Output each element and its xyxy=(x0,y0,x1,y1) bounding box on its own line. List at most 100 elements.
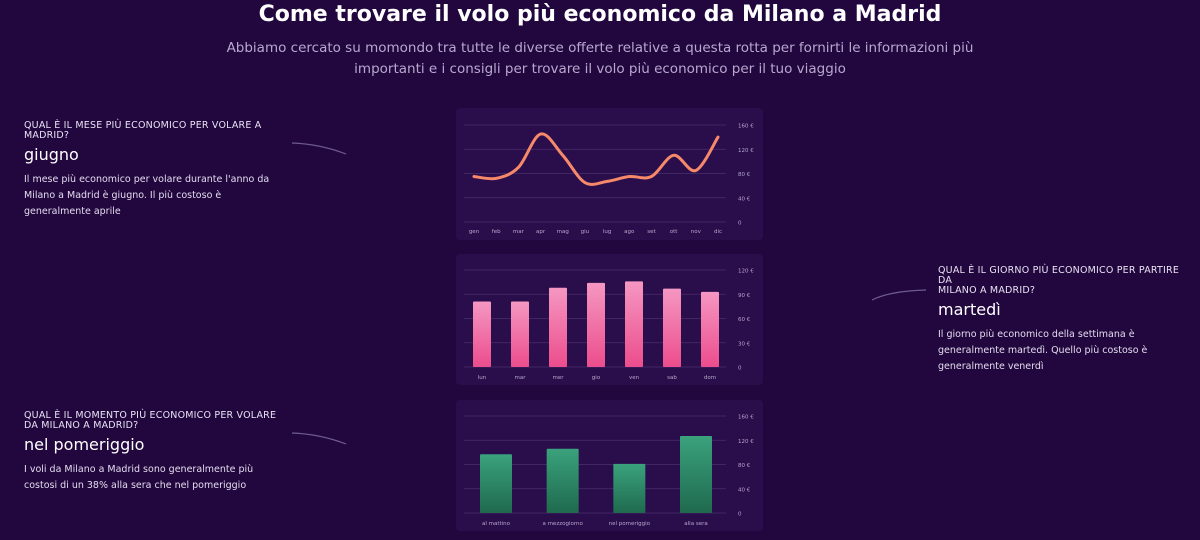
x-tick-label: gio xyxy=(592,375,601,381)
x-tick-label: mag xyxy=(557,229,569,235)
page-title: Come trovare il volo più economico da Mi… xyxy=(258,2,942,27)
data-point xyxy=(628,175,631,178)
x-tick-label: nov xyxy=(691,229,702,235)
x-tick-label: dic xyxy=(714,229,722,235)
bar xyxy=(663,288,681,367)
time-of-day-chart-svg: 0 40 € 80 € 120 € 160 € al mattino a mezzogior… xyxy=(464,415,754,527)
monthly-price-chart-svg: 0 40 € 80 € 120 € 160 € gen feb mar apr mag giu lug… xyxy=(464,124,754,235)
description-line: generalmente venerdì xyxy=(938,361,1044,372)
x-tick-label: sab xyxy=(667,375,677,381)
y-tick-label: 0 xyxy=(738,221,742,227)
y-tick-label: 0 xyxy=(738,366,742,372)
x-tick-label: mar xyxy=(515,375,527,381)
data-point xyxy=(650,175,653,178)
cheapest-day-description: Il giorno più economico della settimana … xyxy=(938,327,1193,375)
bar xyxy=(549,287,567,367)
bar xyxy=(625,281,643,367)
x-tick-label: mar xyxy=(513,229,525,235)
subtitle-line: Abbiamo cercato su momondo tra tutte le … xyxy=(226,40,974,56)
cheapest-day-answer: martedì xyxy=(938,300,1001,319)
y-tick-label: 120 € xyxy=(738,269,754,275)
data-point xyxy=(472,175,476,178)
data-point xyxy=(494,177,498,180)
question-line: MADRID? xyxy=(24,130,70,141)
x-tick-label: giu xyxy=(581,229,590,235)
bar xyxy=(613,463,646,513)
y-tick-label: 90 € xyxy=(738,293,751,299)
x-tick-label: apr xyxy=(536,229,546,235)
y-tick-label: 120 € xyxy=(738,439,754,445)
y-tick-label: 60 € xyxy=(738,317,751,323)
y-tick-label: 0 xyxy=(738,512,742,518)
description-line: generalmente martedì. Quello più costoso… xyxy=(938,345,1148,356)
bar xyxy=(546,448,579,513)
y-tick-label: 30 € xyxy=(738,341,751,347)
connector-curve xyxy=(871,289,927,301)
bar xyxy=(511,301,529,367)
x-tick-label: gen xyxy=(469,229,480,235)
x-tick-label: lug xyxy=(603,229,612,235)
bar xyxy=(480,454,512,513)
question-line: DA MILANO A MADRID? xyxy=(24,420,139,431)
y-tick-label: 40 € xyxy=(738,487,751,493)
question-line: QUAL È IL MOMENTO PIÙ ECONOMICO PER VOLA… xyxy=(24,410,277,421)
x-tick-label: feb xyxy=(492,229,501,235)
description-line: Il giorno più economico della settimana … xyxy=(938,329,1135,340)
bar xyxy=(473,301,491,367)
x-tick-label: ven xyxy=(629,375,640,381)
data-point xyxy=(716,135,720,139)
page-subtitle: Abbiamo cercato su momondo tra tutte le … xyxy=(200,38,1000,80)
bar xyxy=(587,282,605,367)
data-point xyxy=(561,154,564,157)
y-tick-label: 40 € xyxy=(738,196,751,202)
daily-price-bar-chart: 0 30 € 60 € 90 € 120 € lun mar mer gio ven sab dom xyxy=(456,254,763,385)
subtitle-line: importanti e i consigli per trovare il v… xyxy=(354,61,846,77)
x-tick-label: dom xyxy=(704,375,716,381)
data-point xyxy=(672,154,675,157)
bar xyxy=(701,291,719,367)
connector-curve xyxy=(291,142,347,155)
x-tick-label: al mattino xyxy=(482,521,511,527)
question-line: QUAL È IL MESE PIÙ ECONOMICO PER VOLARE … xyxy=(24,120,262,131)
cheapest-month-answer: giugno xyxy=(24,145,79,164)
data-point xyxy=(694,169,698,172)
x-tick-label: ott xyxy=(670,229,679,235)
cheapest-month-question: QUAL È IL MESE PIÙ ECONOMICO PER VOLARE … xyxy=(24,121,284,141)
cheapest-month-description: Il mese più economico per volare durante… xyxy=(24,172,284,220)
x-tick-label: set xyxy=(647,229,656,235)
x-tick-label: a mezzogiorno xyxy=(542,521,583,527)
description-line: Il mese più economico per volare durante… xyxy=(24,174,270,185)
cheapest-time-description: I voli da Milano a Madrid sono generalme… xyxy=(24,462,284,494)
x-tick-label: mer xyxy=(552,375,564,381)
description-line: Milano a Madrid è giugno. Il più costoso… xyxy=(24,190,222,201)
daily-price-chart-svg: 0 30 € 60 € 90 € 120 € lun mar mer gio ven sab dom xyxy=(464,269,754,381)
data-point xyxy=(517,166,520,169)
cheapest-day-question: QUAL È IL GIORNO PIÙ ECONOMICO PER PARTI… xyxy=(938,266,1193,296)
cheapest-time-question: QUAL È IL MOMENTO PIÙ ECONOMICO PER VOLA… xyxy=(24,411,284,431)
cheapest-day-insight: QUAL È IL GIORNO PIÙ ECONOMICO PER PARTI… xyxy=(938,266,1193,375)
x-tick-label: alla sera xyxy=(684,521,707,527)
y-tick-label: 120 € xyxy=(738,148,754,154)
price-line-series xyxy=(472,132,720,186)
description-line: generalmente aprile xyxy=(24,206,121,217)
data-point xyxy=(605,180,609,183)
y-tick-label: 80 € xyxy=(738,172,751,178)
data-point xyxy=(539,132,542,136)
y-tick-label: 160 € xyxy=(738,124,754,130)
x-tick-label: lun xyxy=(478,375,487,381)
question-line: QUAL È IL GIORNO PIÙ ECONOMICO PER PARTI… xyxy=(938,265,1180,286)
connector-curve xyxy=(291,432,347,445)
description-line: costosi di un 38% alla sera che nel pome… xyxy=(24,480,247,491)
x-tick-label: ago xyxy=(624,229,635,235)
time-of-day-bar-chart: 0 40 € 80 € 120 € 160 € al mattino a mezzogior… xyxy=(456,400,763,531)
description-line: I voli da Milano a Madrid sono generalme… xyxy=(24,464,254,475)
cheapest-time-answer: nel pomeriggio xyxy=(24,435,145,454)
x-tick-label: nel pomeriggio xyxy=(609,521,651,527)
bar xyxy=(680,436,712,513)
question-line: MILANO A MADRID? xyxy=(938,285,1036,296)
cheapest-month-insight: QUAL È IL MESE PIÙ ECONOMICO PER VOLARE … xyxy=(24,121,284,220)
y-tick-label: 160 € xyxy=(738,415,754,421)
data-point xyxy=(583,181,587,184)
y-tick-label: 80 € xyxy=(738,463,751,469)
monthly-price-line-chart: 0 40 € 80 € 120 € 160 € gen feb mar apr mag giu lug… xyxy=(456,108,763,240)
